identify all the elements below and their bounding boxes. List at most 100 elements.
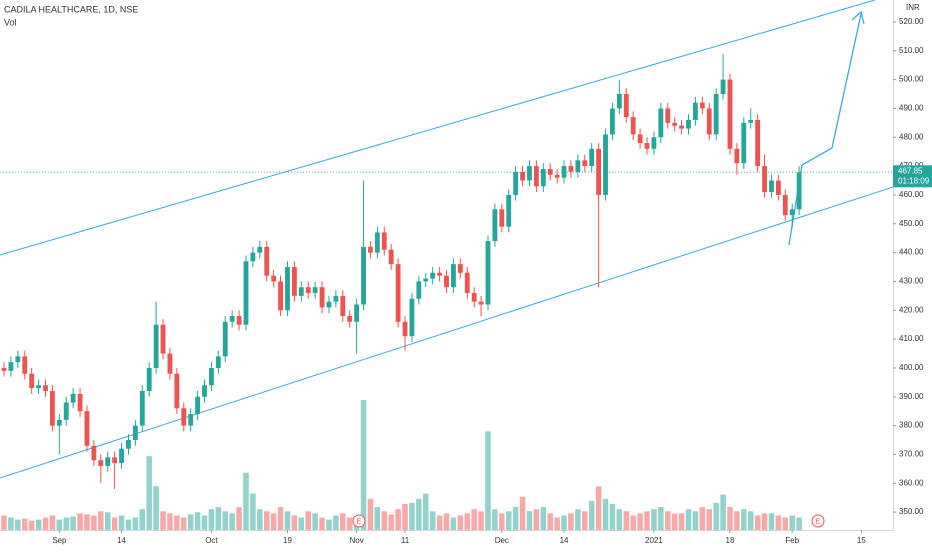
volume-bar [499,513,505,530]
candle-body [409,298,415,337]
candle-body [36,385,41,389]
candle-body [49,391,55,426]
candle-body [720,79,726,95]
candle-body [644,143,650,149]
volume-bar [367,498,374,530]
candle-body [713,94,719,135]
candle-body [77,393,83,412]
x-tick-label: 15 [857,536,866,545]
volume-bar [270,513,277,530]
candle-body [506,194,512,227]
candle-body [209,367,214,386]
last-price-box [893,165,932,188]
earnings-circle[interactable] [811,514,825,528]
volume-bar [132,517,139,530]
volume-bar [637,513,643,530]
candle-body [368,246,373,253]
candle-body [188,414,194,426]
candle-body [195,396,201,415]
candle-body [326,301,332,308]
y-tick-label: 510.00 [899,46,924,55]
candle-body [692,102,698,120]
candle-body [222,321,228,357]
candle-body [755,119,761,167]
volume-bar [42,517,49,530]
candle-body [112,457,118,464]
candle-body [250,252,256,262]
volume-bar [35,519,42,530]
candle-body [748,119,754,123]
volume-bar [519,496,526,530]
candle-body [105,457,111,466]
earnings-marker[interactable]: E [811,514,825,528]
volume-bar [346,517,353,530]
volume-bar [699,507,706,530]
x-tick-label: Oct [205,536,218,545]
last-price-label: 467.85 [898,166,923,175]
channel-upper [0,0,876,256]
candle-body [278,281,283,311]
volume-bar [602,498,609,530]
candle-body [354,304,360,322]
candle-body [706,108,712,135]
candle-body [257,246,263,253]
volume-bar [111,517,118,530]
channel-lower [0,186,894,479]
y-tick-label: 410.00 [899,334,924,343]
candle-body [264,246,270,276]
volume-bar [250,493,256,530]
volume-bar [713,502,719,530]
x-tick-label: 14 [560,536,569,545]
candle-body [623,94,629,118]
volume-bar [201,515,208,530]
candle-body [596,148,602,195]
candle-body [388,249,394,265]
volume-bar [70,516,76,530]
volume-bar [623,511,630,530]
volume-bar [692,511,699,530]
earnings-circle[interactable] [352,514,366,528]
candle-body [402,321,408,337]
volume-bar [402,504,408,530]
x-tick-label: 2021 [645,536,663,545]
volume-bar [644,511,650,530]
volume-bar [582,511,588,530]
earnings-text[interactable]: E [357,518,362,525]
volume-bar [630,515,636,530]
candle-body [582,160,588,167]
volume-bar [21,518,28,530]
candle-body [374,232,380,253]
x-tick-label: 11 [401,536,410,545]
candle-body [56,419,62,426]
candle-body [416,281,422,299]
volume-bar [651,509,657,530]
y-tick-label: 430.00 [899,277,924,286]
candle-body [312,287,318,293]
candle-body [63,402,69,420]
x-tick-label: 14 [117,536,126,545]
volume-bar [63,517,69,530]
candle-body [70,393,76,403]
volume-bar [741,509,747,530]
y-tick-label: 520.00 [899,17,924,26]
volume-bar [492,509,498,530]
earnings-text[interactable]: E [816,518,821,525]
candle-body [665,108,671,123]
y-tick-label: 420.00 [899,305,924,314]
volume-bar [526,511,533,530]
candle-body [658,108,664,138]
candle-body [568,166,574,172]
candle-body [444,275,449,288]
volume-bar [768,513,775,530]
volume-bar [305,511,311,530]
volume-bar [298,517,305,530]
volume-bar [104,512,111,530]
volume-bar [8,517,14,530]
candle-body [789,209,795,216]
candle-body [119,448,124,464]
candle-body [513,171,519,195]
volume-bar [678,513,685,530]
earnings-marker[interactable]: E [352,514,366,528]
volume-bar [754,515,761,530]
